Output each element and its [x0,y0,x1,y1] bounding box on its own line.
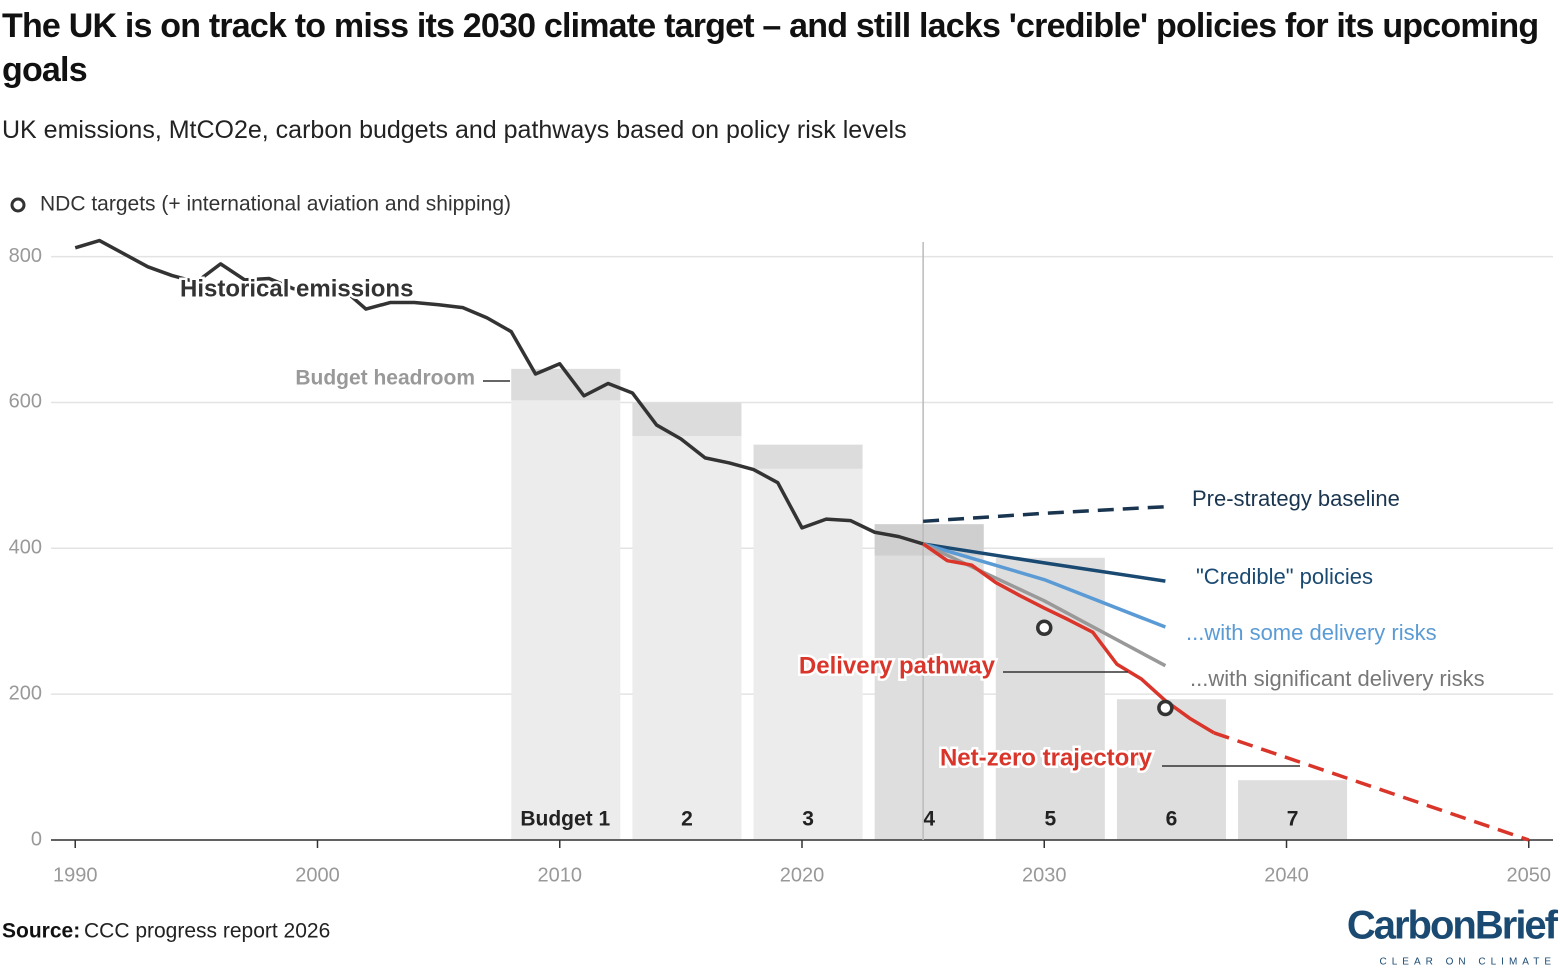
series-label: Historical emissions [180,275,413,302]
budget-bar [1116,699,1226,840]
y-tick-label: 800 [9,245,42,267]
legend-marker [10,197,26,213]
x-tick-label: 2010 [537,864,582,886]
budget-headroom [753,444,863,469]
x-tick-label: 2050 [1507,864,1552,886]
legend-label: NDC targets (+ international aviation an… [40,193,511,216]
source-text: CCC progress report 2026 [84,920,330,943]
series-line [922,542,1167,629]
budget-label: 2 [681,808,693,831]
plot-area: 0 200 400 600 800 Budget 1 2 3 4 5 6 7 Budget headro… [9,238,1553,886]
logo-tagline: CLEAR ON CLIMATE [1380,957,1557,968]
series-line [923,504,1166,524]
series-label: ...with significant delivery risks [1190,666,1485,691]
ndc-marker [1157,699,1174,717]
chart-title: The UK is on track to miss its 2030 clim… [2,7,1539,89]
budget-label: 3 [802,808,814,831]
annotation: Budget headroom [295,367,475,390]
budget-label: 4 [923,808,935,831]
x-tick-label: 2040 [1264,864,1309,886]
series-line [1213,731,1530,842]
y-tick-label: 600 [9,391,42,413]
x-tick-label: 2020 [780,864,825,886]
budget-bar [874,524,984,840]
x-tick-label: 1990 [53,864,98,886]
x-tick-label: 2030 [1022,864,1067,886]
budget-label: Budget 1 [520,808,610,831]
x-tick-label: 2000 [295,864,340,886]
series-label: "Credible" policies [1196,564,1373,589]
budget-bar [995,557,1105,840]
series-label: ...with some delivery risks [1186,620,1437,645]
source-label: Source: [2,920,80,943]
budget-label: 7 [1287,808,1299,831]
budget-bar [753,444,863,840]
chart-subtitle: UK emissions, MtCO2e, carbon budgets and… [2,116,907,144]
y-tick-label: 200 [9,682,42,704]
budget-label: 5 [1044,808,1056,831]
ndc-marker [1036,619,1053,637]
budget-headroom [632,402,742,436]
budget-bar [1238,780,1348,840]
y-tick-label: 400 [9,537,42,559]
logo: CarbonBrief [1347,904,1559,948]
budget-bar [511,368,621,840]
budget-bar [632,402,742,840]
series-label: Pre-strategy baseline [1192,486,1400,511]
series-label: Net-zero trajectory [940,744,1153,771]
budget-label: 6 [1166,808,1178,831]
series-label: Delivery pathway [799,652,996,679]
series-line [922,542,1166,583]
y-tick-label: 0 [31,828,42,850]
series-line [74,238,924,546]
